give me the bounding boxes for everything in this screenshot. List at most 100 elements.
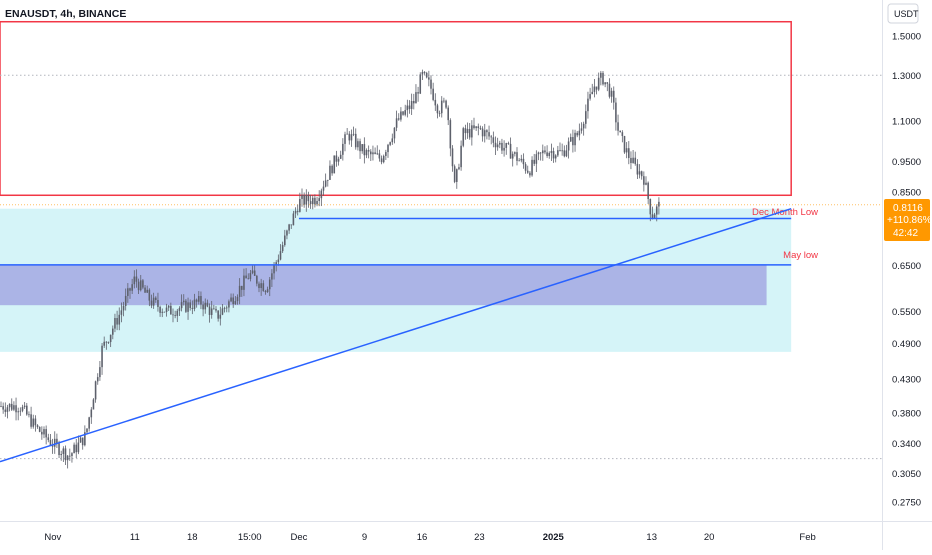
candle-body xyxy=(195,299,198,302)
candle-body xyxy=(505,143,508,148)
candle-body xyxy=(346,133,348,135)
time-tick-label: Nov xyxy=(44,532,61,543)
candle-body xyxy=(114,318,116,329)
candle-body xyxy=(333,155,336,174)
candle-body xyxy=(28,414,30,416)
candle-body xyxy=(608,83,611,97)
candle-body xyxy=(90,409,93,418)
time-tick-label: 20 xyxy=(704,532,715,543)
candle-body xyxy=(632,157,634,163)
candle-body xyxy=(2,406,4,410)
price-tick-label: 0.3400 xyxy=(892,439,921,450)
time-tick-label: 15:00 xyxy=(238,532,262,543)
currency-chip[interactable] xyxy=(887,3,919,24)
candle-body xyxy=(219,314,222,319)
candle-body xyxy=(449,120,452,149)
candle-body xyxy=(357,141,359,148)
candle-body xyxy=(339,154,342,159)
candle-body xyxy=(591,91,594,95)
candle-body xyxy=(122,306,125,311)
candle-body xyxy=(647,182,649,200)
candle-body xyxy=(653,214,656,219)
candle-body xyxy=(281,245,284,252)
candle-body xyxy=(367,150,370,152)
candle-body xyxy=(320,190,323,199)
candle-body xyxy=(615,102,617,123)
candle-body xyxy=(202,304,204,310)
candle-body xyxy=(655,206,658,215)
price-tick-label: 0.6500 xyxy=(892,261,921,272)
candle-body xyxy=(34,418,37,426)
candle-body xyxy=(561,150,563,152)
candle-body xyxy=(286,230,288,236)
candle-body xyxy=(41,431,43,435)
candle-body xyxy=(374,152,376,155)
candle-body xyxy=(587,98,589,112)
candle-body xyxy=(524,164,527,171)
time-tick-label: Dec xyxy=(290,532,307,543)
candle-body xyxy=(15,405,17,413)
candle-body xyxy=(451,148,454,167)
candle-body xyxy=(105,341,108,343)
candle-body xyxy=(595,86,598,90)
price-tick-label: 1.3000 xyxy=(892,71,921,82)
candle-body xyxy=(198,296,200,302)
candle-body xyxy=(43,429,45,435)
candle-body xyxy=(144,287,146,293)
candle-body xyxy=(593,86,596,92)
candle-body xyxy=(430,79,432,89)
candle-body xyxy=(17,411,19,413)
price-tick-label: 0.4900 xyxy=(892,339,921,350)
currency-label: USDT xyxy=(894,9,919,19)
price-badge-price: 0.8116 xyxy=(893,203,923,214)
candle-body xyxy=(64,448,67,461)
trendline[interactable] xyxy=(0,207,792,463)
candle-body xyxy=(21,407,24,411)
candle-body xyxy=(585,111,587,124)
candle-body xyxy=(221,308,224,315)
candle-body xyxy=(342,143,344,155)
candle-body xyxy=(185,300,187,312)
price-badge-change: +110.86% xyxy=(887,215,932,226)
candle-body xyxy=(490,136,492,138)
candle-body xyxy=(352,133,355,135)
candle-body xyxy=(406,105,409,111)
candle-body xyxy=(133,276,136,285)
candle-body xyxy=(13,405,15,410)
candle-body xyxy=(331,165,333,174)
candle-body xyxy=(518,160,520,162)
demand-box[interactable] xyxy=(0,264,767,306)
candle-body xyxy=(423,71,426,73)
candle-body xyxy=(277,259,280,263)
time-tick-label: 23 xyxy=(474,532,485,543)
candle-body xyxy=(234,301,237,305)
price-tick-label: 0.5500 xyxy=(892,307,921,318)
time-tick-label: Feb xyxy=(799,532,815,543)
price-tick-label: 1.5000 xyxy=(892,32,921,43)
candle-body xyxy=(10,403,13,410)
candle-body xyxy=(301,194,303,199)
candle-body xyxy=(636,163,639,175)
candle-body xyxy=(217,310,219,319)
candle-body xyxy=(307,194,310,202)
candle-body xyxy=(170,305,172,315)
candle-body xyxy=(539,152,542,154)
candle-body xyxy=(116,318,118,325)
candle-body xyxy=(645,182,647,185)
candle-body xyxy=(359,141,361,152)
candle-body xyxy=(124,295,127,307)
candle-body xyxy=(612,90,615,103)
resistance-rectangle[interactable] xyxy=(0,20,792,197)
candle-body xyxy=(329,165,331,180)
candle-body xyxy=(314,197,316,205)
candle-body xyxy=(453,166,456,182)
candle-body xyxy=(447,107,449,121)
candle-body xyxy=(73,444,75,454)
candle-body xyxy=(69,455,71,457)
candle-body xyxy=(456,169,458,182)
candle-body xyxy=(118,314,121,325)
candle-body xyxy=(174,315,176,316)
price-tick-label: 0.3050 xyxy=(892,469,921,480)
price-tick-label: 0.8500 xyxy=(892,188,921,199)
